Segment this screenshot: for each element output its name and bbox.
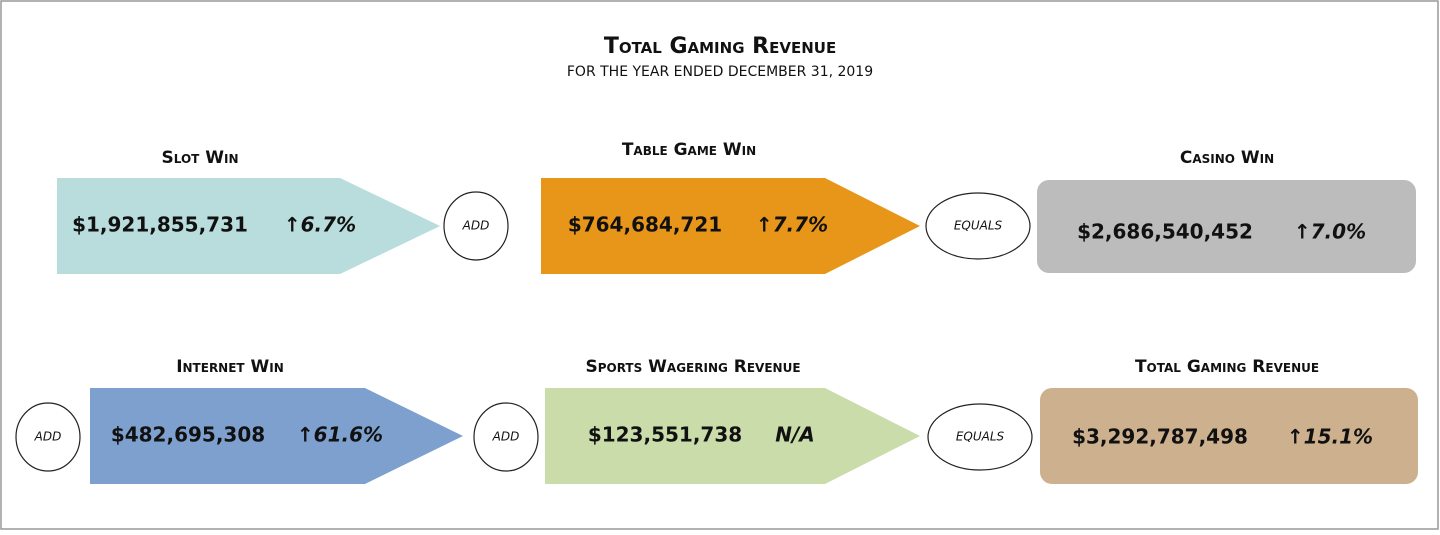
table-arrow [541, 178, 920, 274]
operator-oval [443, 191, 509, 261]
item-amount: $3,292,787,498 [1072, 425, 1248, 449]
operator-oval [473, 402, 539, 472]
item-change: ↑6.7% [284, 213, 356, 237]
sports-arrow [545, 388, 920, 484]
item-label: Total Gaming Revenue [1135, 357, 1319, 377]
item-change: ↑7.7% [756, 213, 828, 237]
operator: ADD [462, 219, 490, 233]
item-label: Casino Win [1180, 148, 1274, 168]
item-amount: $764,684,721 [568, 213, 722, 237]
item-label: Internet Win [176, 357, 284, 377]
internet-arrow [90, 388, 463, 484]
operator-oval [927, 403, 1033, 471]
item-change: ↑7.0% [1294, 220, 1366, 244]
item-change: ↑61.6% [297, 423, 383, 447]
item-amount: $1,921,855,731 [72, 213, 248, 237]
item-label: Table Game Win [622, 140, 756, 160]
operator: ADD [492, 430, 520, 444]
item-label: Slot Win [161, 148, 238, 168]
operator: ADD [34, 430, 62, 444]
item-change: ↑15.1% [1287, 425, 1373, 449]
title: Total Gaming Revenue [604, 34, 836, 59]
operator-oval [925, 192, 1031, 260]
operator: EQUALS [956, 430, 1005, 444]
item-amount: $2,686,540,452 [1077, 220, 1253, 244]
item-change: N/A [775, 423, 815, 447]
operator-oval [15, 402, 81, 472]
casino-box [1037, 180, 1416, 273]
slot-arrow [57, 178, 440, 274]
total-box [1040, 388, 1418, 484]
item-label: Sports Wagering Revenue [585, 357, 800, 377]
operator: EQUALS [954, 219, 1003, 233]
subtitle: FOR THE YEAR ENDED DECEMBER 31, 2019 [567, 64, 873, 80]
item-amount: $482,695,308 [111, 423, 265, 447]
item-amount: $123,551,738 [588, 423, 742, 447]
